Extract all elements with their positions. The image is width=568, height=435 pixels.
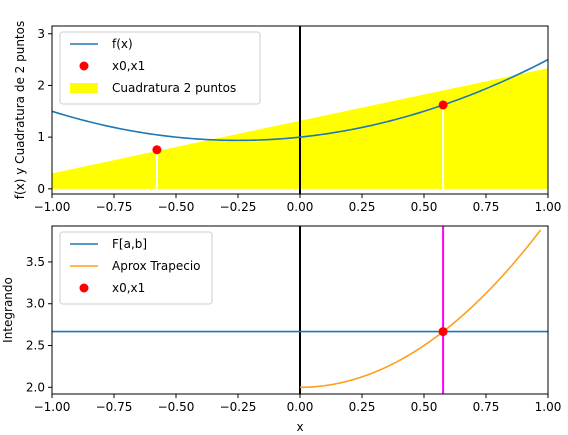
x-tick-label: −0.25 [220, 200, 257, 214]
legend-label: x0,x1 [112, 281, 145, 295]
legend: f(x) x0,x1 Cuadratura 2 puntos [59, 31, 261, 105]
y-tick-label: 3.5 [26, 255, 45, 269]
x-tick-label: 0.25 [349, 200, 376, 214]
y-tick-label: 2.5 [26, 339, 45, 353]
y-axis-label: f(x) y Cuadratura de 2 puntos [13, 21, 27, 199]
x-tick-label: −0.75 [96, 400, 133, 414]
x-tick-label: 1.00 [535, 200, 562, 214]
legend-label: f(x) [112, 37, 133, 51]
legend-swatch [70, 83, 98, 93]
y-tick-label: 2 [37, 78, 45, 92]
x-tick-label: 0.25 [349, 400, 376, 414]
legend-box [59, 31, 261, 105]
x-tick-label: 0.75 [473, 400, 500, 414]
x-tick-label: 0.50 [411, 400, 438, 414]
x-tick-label: −0.75 [96, 200, 133, 214]
plot-area [52, 226, 548, 394]
data-point [152, 145, 162, 155]
x-tick-label: 0.00 [287, 400, 314, 414]
y-tick-label: 1 [37, 130, 45, 144]
series-line [52, 58, 548, 142]
x-tick-label: −0.50 [158, 200, 195, 214]
plot-area [52, 26, 548, 194]
x-tick-label: 0.75 [473, 200, 500, 214]
legend: F[a,b] Aprox Trapecio x0,x1 [59, 231, 213, 305]
legend-label: F[a,b] [112, 237, 147, 251]
y-tick-label: 0 [37, 182, 45, 196]
x-axis-label: x [296, 420, 303, 434]
x-tick-label: −0.50 [158, 400, 195, 414]
x-tick-label: −1.00 [34, 200, 71, 214]
y-tick-label: 3.0 [26, 297, 45, 311]
legend-marker [79, 283, 89, 293]
x-tick-label: 0.50 [411, 200, 438, 214]
x-tick-label: 0.00 [287, 200, 314, 214]
legend-marker [79, 61, 89, 71]
legend-label: x0,x1 [112, 59, 145, 73]
legend-label: Aprox Trapecio [112, 259, 201, 273]
y-tick-label: 2.0 [26, 380, 45, 394]
series-line [299, 229, 542, 389]
data-point [438, 100, 448, 110]
x-tick-label: −1.00 [34, 400, 71, 414]
y-axis-label: Integrando [1, 277, 15, 343]
x-tick-label: −0.25 [220, 400, 257, 414]
legend-label: Cuadratura 2 puntos [112, 81, 236, 95]
x-tick-label: 1.00 [535, 400, 562, 414]
y-tick-label: 3 [37, 27, 45, 41]
top-plot: −1.00 −0.75 −0.50 −0.25 0.00 0.25 0.50 0.75 1.00… [13, 21, 561, 214]
bottom-plot: −1.00 −0.75 −0.50 −0.25 0.00 0.25 0.50 0.75 1.00… [1, 225, 562, 434]
legend-box [59, 231, 213, 305]
data-point [438, 327, 448, 337]
